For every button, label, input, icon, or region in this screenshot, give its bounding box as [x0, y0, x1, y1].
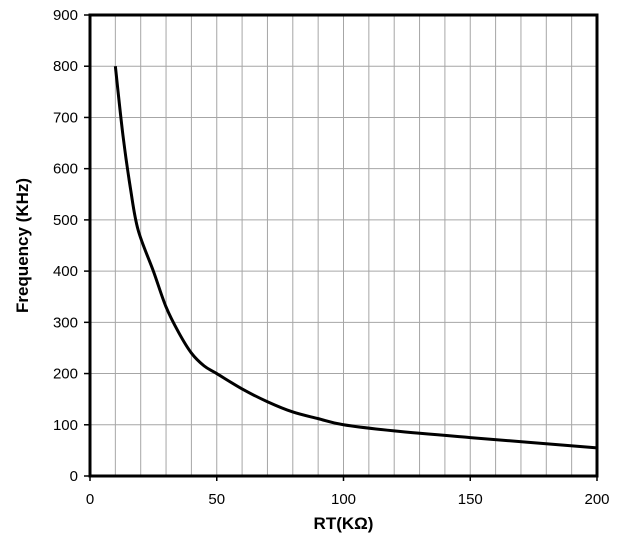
y-tick-label: 300	[53, 314, 78, 331]
x-axis-ticks: 0 50 100 150 200	[86, 476, 610, 508]
x-axis-label: RT(KΩ)	[314, 514, 374, 533]
x-tick-label: 200	[584, 491, 609, 508]
y-axis-label: Frequency (KHz)	[13, 178, 32, 313]
x-tick-label: 150	[458, 491, 483, 508]
y-tick-label: 500	[53, 212, 78, 229]
y-tick-label: 0	[70, 468, 78, 485]
y-tick-label: 800	[53, 58, 78, 75]
x-tick-label: 50	[208, 491, 225, 508]
y-axis-ticks: 0 100 200 300 400 500 600 700 800 900	[53, 7, 90, 485]
frequency-curve	[113, 66, 598, 450]
y-tick-label: 100	[53, 417, 78, 434]
y-tick-label: 400	[53, 263, 78, 280]
y-tick-label: 200	[53, 366, 78, 383]
x-tick-label: 100	[331, 491, 356, 508]
y-tick-label: 700	[53, 109, 78, 126]
y-tick-label: 600	[53, 161, 78, 178]
x-tick-label: 0	[86, 491, 94, 508]
grid-lines	[90, 15, 597, 476]
y-tick-label: 900	[53, 7, 78, 24]
